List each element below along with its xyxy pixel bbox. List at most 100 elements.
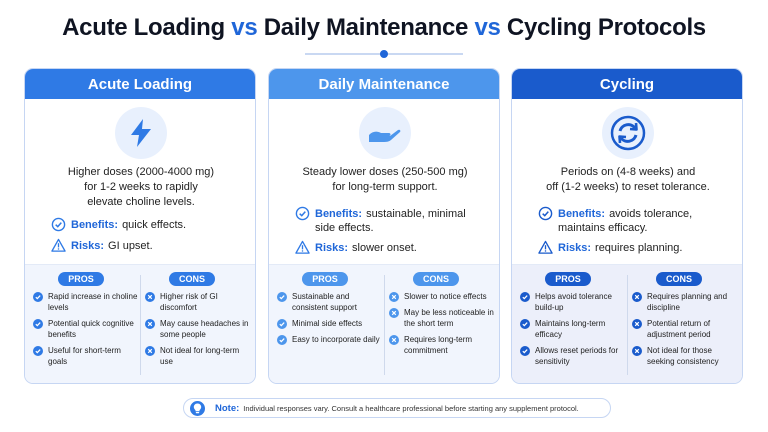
pros-list: Helps avoid tolerance build-up Maintains…	[520, 291, 626, 372]
title-part-1: Acute Loading	[62, 14, 225, 41]
list-item: Potential quick cognitive benefits	[33, 318, 139, 340]
risks-label: Risks:	[315, 242, 349, 254]
x-circle-icon	[632, 319, 642, 329]
card-cycling: Cycling Periods on (4-8 weeks) and off (…	[511, 68, 743, 384]
check-circle-icon	[33, 346, 43, 356]
cons-list: Higher risk of GI discomfort May cause h…	[145, 291, 253, 372]
list-item: Easy to incorporate daily	[277, 334, 383, 345]
benefits-label: Benefits:	[71, 219, 119, 231]
desc-line: elevate choline levels.	[87, 196, 195, 208]
warning-icon	[51, 238, 66, 252]
pro-text: Minimal side effects	[292, 319, 363, 328]
list-item: Useful for short-term goals	[33, 345, 139, 367]
x-circle-icon	[389, 292, 399, 302]
risks-label: Risks:	[71, 240, 105, 252]
con-text: Requires long-term commitment	[404, 335, 473, 355]
check-circle-icon	[520, 319, 530, 329]
title-vs-1: vs	[231, 14, 258, 41]
pro-text: Rapid increase in choline levels	[48, 292, 138, 312]
cycle-arrows-icon	[602, 107, 654, 159]
open-hand-icon	[359, 107, 411, 159]
benefits-label: Benefits:	[315, 208, 363, 220]
x-circle-icon	[632, 346, 642, 356]
benefits-text: avoids tolerance, maintains efficacy.	[558, 208, 693, 234]
list-item: Helps avoid tolerance build-up	[520, 291, 626, 313]
con-text: Higher risk of GI discomfort	[160, 292, 218, 312]
title-part-3: Cycling Protocols	[506, 14, 706, 41]
list-item: May cause headaches in some people	[145, 318, 253, 340]
x-circle-icon	[632, 292, 642, 302]
check-circle-icon	[295, 206, 310, 221]
cons-badge: CONS	[169, 272, 215, 286]
lightbulb-icon	[190, 400, 205, 416]
card-header: Cycling	[512, 69, 742, 99]
pros-cons-divider	[384, 275, 385, 375]
list-item: Allows reset periods for sensitivity	[520, 345, 626, 367]
pros-cons-divider	[627, 275, 628, 375]
list-item: Rapid increase in choline levels	[33, 291, 139, 313]
list-item: Not ideal for those seeking consistency	[632, 345, 740, 367]
list-item: Not ideal for long-term use	[145, 345, 253, 367]
risks-label: Risks:	[558, 242, 592, 254]
risks-line: Risks: requires planning.	[538, 240, 738, 255]
list-item: Requires planning and discipline	[632, 291, 740, 313]
desc-line: Higher doses (2000-4000 mg)	[67, 166, 215, 178]
check-circle-icon	[33, 292, 43, 302]
risks-text: requires planning.	[595, 242, 683, 254]
cons-badge: CONS	[656, 272, 702, 286]
card-description: Periods on (4-8 weeks) and off (1-2 week…	[526, 165, 730, 195]
pros-cons-panel: PROS CONS Rapid increase in choline leve…	[25, 264, 255, 383]
list-item: Minimal side effects	[277, 318, 383, 329]
note-text: Individual responses vary. Consult a hea…	[243, 403, 579, 413]
con-text: May be less noticeable in the short term	[404, 308, 494, 328]
lightning-icon	[115, 107, 167, 159]
list-item: Potential return of adjustment period	[632, 318, 740, 340]
benefits-text: sustainable, minimal side effects.	[315, 208, 466, 234]
pros-cons-panel: PROS CONS Sustainable and consistent sup…	[269, 264, 499, 383]
card-header: Acute Loading	[25, 69, 255, 99]
risks-line: Risks: GI upset.	[51, 238, 251, 253]
pros-badge: PROS	[545, 272, 591, 286]
risks-text: slower onset.	[352, 242, 417, 254]
desc-line: for long-term support.	[332, 181, 438, 193]
list-item: Sustainable and consistent support	[277, 291, 383, 313]
x-circle-icon	[389, 308, 399, 318]
warning-icon	[538, 240, 553, 254]
check-circle-icon	[277, 335, 287, 345]
pros-cons-panel: PROS CONS Helps avoid tolerance build-up…	[512, 264, 742, 383]
risks-text: GI upset.	[108, 240, 153, 252]
pro-text: Easy to incorporate daily	[292, 335, 380, 344]
card-daily-maintenance: Daily Maintenance Steady lower doses (25…	[268, 68, 500, 384]
con-text: Potential return of adjustment period	[647, 319, 711, 339]
list-item: May be less noticeable in the short term	[389, 307, 497, 329]
card-description: Higher doses (2000-4000 mg) for 1-2 week…	[39, 165, 243, 210]
benefits-label: Benefits:	[558, 208, 606, 220]
cons-badge: CONS	[413, 272, 459, 286]
con-text: Not ideal for those seeking consistency	[647, 346, 719, 366]
list-item: Higher risk of GI discomfort	[145, 291, 253, 313]
desc-line: Periods on (4-8 weeks) and	[560, 166, 696, 178]
pro-text: Sustainable and consistent support	[292, 292, 357, 312]
x-circle-icon	[145, 319, 155, 329]
pros-list: Sustainable and consistent support Minim…	[277, 291, 383, 350]
con-text: May cause headaches in some people	[160, 319, 249, 339]
note-label: Note:	[215, 402, 240, 414]
pros-badge: PROS	[302, 272, 348, 286]
check-circle-icon	[277, 292, 287, 302]
card-description: Steady lower doses (250-500 mg) for long…	[283, 165, 487, 195]
x-circle-icon	[145, 292, 155, 302]
check-circle-icon	[277, 319, 287, 329]
check-circle-icon	[520, 346, 530, 356]
con-text: Slower to notice effects	[404, 292, 487, 301]
card-header: Daily Maintenance	[269, 69, 499, 99]
cons-list: Slower to notice effects May be less not…	[389, 291, 497, 361]
desc-line: off (1-2 weeks) to reset tolerance.	[546, 181, 710, 193]
desc-line: for 1-2 weeks to rapidly	[84, 181, 198, 193]
list-item: Requires long-term commitment	[389, 334, 497, 356]
page-title: Acute Loading vs Daily Maintenance vs Cy…	[0, 14, 768, 42]
title-vs-2: vs	[474, 14, 501, 41]
benefits-line: Benefits: sustainable, minimal side effec…	[295, 206, 475, 235]
desc-line: Steady lower doses (250-500 mg)	[302, 166, 468, 178]
x-circle-icon	[145, 346, 155, 356]
check-circle-icon	[520, 292, 530, 302]
